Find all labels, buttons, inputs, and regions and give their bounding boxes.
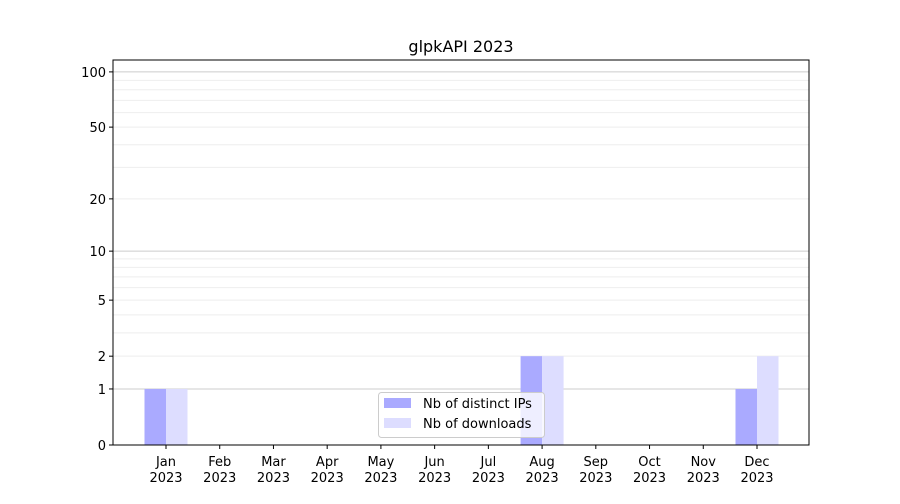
legend-label: Nb of downloads: [423, 417, 532, 432]
y-tick-label: 100: [81, 66, 106, 81]
legend-label: Nb of distinct IPs: [423, 397, 532, 412]
y-tick-label: 0: [98, 439, 106, 454]
bar-downloads: [757, 356, 779, 445]
x-tick-label: Dec 2023: [740, 455, 773, 486]
y-tick-label: 2: [98, 350, 106, 365]
legend: Nb of distinct IPs Nb of downloads: [378, 392, 545, 438]
x-tick-label: Jan 2023: [149, 455, 182, 486]
bar-distinct-ips: [735, 388, 757, 445]
bar-distinct-ips: [144, 388, 166, 445]
y-tick-label: 10: [89, 245, 106, 260]
x-tick-label: Nov 2023: [687, 455, 720, 486]
x-tick-label: Oct 2023: [633, 455, 666, 486]
x-tick-label: May 2023: [364, 455, 397, 486]
x-tick-label: Jul 2023: [472, 455, 505, 486]
y-tick-label: 20: [89, 193, 106, 208]
x-tick-label: Jun 2023: [418, 455, 451, 486]
legend-swatch: [384, 398, 411, 408]
y-tick-label: 1: [98, 383, 106, 398]
bar-downloads: [166, 388, 188, 445]
y-tick-label: 50: [89, 121, 106, 136]
x-tick-label: Aug 2023: [526, 455, 559, 486]
y-tick-label: 5: [98, 294, 106, 309]
chart-title: glpkAPI 2023: [408, 37, 513, 56]
x-tick-label: Feb 2023: [203, 455, 236, 486]
x-tick-label: Sep 2023: [579, 455, 612, 486]
x-tick-label: Mar 2023: [257, 455, 290, 486]
bar-downloads: [542, 356, 564, 445]
plot-frame: [112, 59, 810, 446]
legend-swatch: [384, 418, 411, 428]
x-tick-label: Apr 2023: [311, 455, 344, 486]
legend-box: [378, 392, 545, 438]
